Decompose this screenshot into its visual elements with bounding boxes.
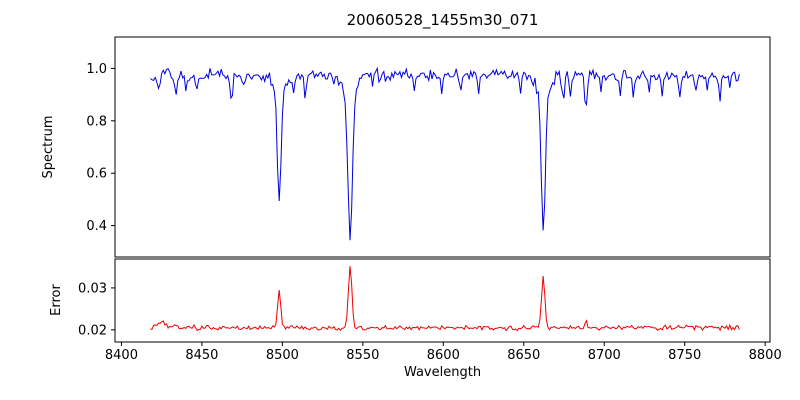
x-tick-label: 8500 [266,348,299,363]
x-tick-label: 8400 [105,348,138,363]
x-tick-label: 8750 [668,348,701,363]
x-tick-label: 8600 [427,348,460,363]
x-tick-label: 8550 [346,348,379,363]
axes-spine-spectrum [114,36,771,258]
y-tick-label: 1.0 [86,62,107,77]
y-tick-label: 0.4 [86,219,107,234]
y-tick-label: 0.03 [78,281,107,296]
x-tick-label: 8800 [749,348,782,363]
x-tick-label: 8700 [588,348,621,363]
x-axis-label: Wavelength [403,365,482,380]
chart-title: 20060528_1455m30_071 [346,11,539,29]
error-line [150,266,740,332]
axes-spine-error [114,258,771,343]
y-tick-label: 0.02 [78,323,107,338]
x-tick-label: 8450 [185,348,218,363]
x-tick-label: 8650 [507,348,540,363]
y-tick-label: 0.6 [86,167,107,182]
spectrum-line [150,66,740,241]
y-tick-label: 0.8 [86,114,107,129]
